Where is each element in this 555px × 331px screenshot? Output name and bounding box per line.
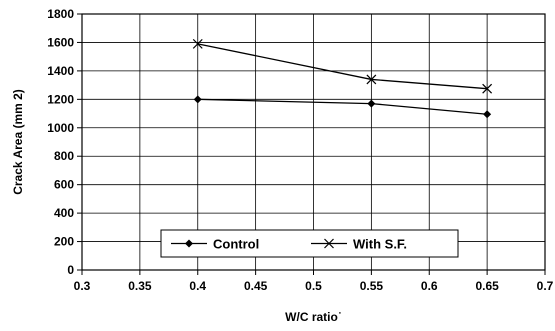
data-point-control — [193, 95, 202, 104]
x-tick-label: 0.65 — [475, 279, 499, 293]
x-tick-label: 0.45 — [244, 279, 268, 293]
y-tick-label: 200 — [54, 235, 74, 249]
y-axis-ticks: 0 200 400 600 800 1000 1200 1400 1600 1800 — [47, 7, 82, 277]
legend-item-with-s-f: With S.F. — [311, 237, 407, 252]
x-marker-stroke — [482, 83, 493, 94]
y-tick-label: 400 — [54, 206, 74, 220]
x-tick-label: 0.7 — [537, 279, 554, 293]
legend: Control With S.F. — [160, 229, 459, 258]
x-tick-label: 0.3 — [74, 279, 91, 293]
x-tick-label: 0.55 — [360, 279, 384, 293]
series-with-s-f — [192, 38, 493, 94]
x-axis-ticks: 0.3 0.35 0.4 0.45 0.5 0.55 0.6 0.65 0.7 — [74, 270, 554, 293]
data-point-with-s-f — [482, 83, 493, 94]
legend-items: Control With S.F. — [171, 237, 407, 252]
y-tick-label: 1200 — [47, 92, 74, 106]
legend-label-control: Control — [213, 237, 259, 252]
legend-box — [160, 229, 459, 258]
series-layer — [192, 38, 493, 119]
series-line-with-s-f — [197, 43, 488, 90]
legend-label-with-s-f: With S.F. — [353, 237, 407, 252]
x-marker-stroke — [192, 38, 203, 49]
y-axis-label: Crack Area (mm 2) — [11, 89, 25, 195]
y-tick-label: 600 — [54, 178, 74, 192]
series-line-control — [197, 98, 488, 115]
y-tick-label: 1400 — [47, 64, 74, 78]
x-axis-label: W/C ratio˙ — [285, 310, 342, 324]
legend-item-control: Control — [171, 237, 259, 252]
data-point-with-s-f — [192, 38, 203, 49]
y-tick-label: 1600 — [47, 35, 74, 49]
data-point-control — [483, 110, 492, 119]
x-tick-label: 0.4 — [189, 279, 206, 293]
y-tick-label: 800 — [54, 149, 74, 163]
series-control — [193, 95, 492, 119]
legend-marker-with-s-f — [324, 238, 334, 249]
y-tick-label: 1000 — [47, 121, 74, 135]
x-marker-stroke — [366, 74, 377, 85]
x-marker-stroke — [324, 238, 334, 249]
x-tick-label: 0.35 — [128, 279, 152, 293]
data-point-control — [367, 99, 376, 108]
legend-marker-control — [185, 239, 193, 248]
x-tick-label: 0.5 — [305, 279, 322, 293]
data-point-with-s-f — [366, 74, 377, 85]
y-tick-label: 1800 — [47, 7, 74, 21]
y-tick-label: 0 — [67, 263, 74, 277]
x-tick-label: 0.6 — [421, 279, 438, 293]
